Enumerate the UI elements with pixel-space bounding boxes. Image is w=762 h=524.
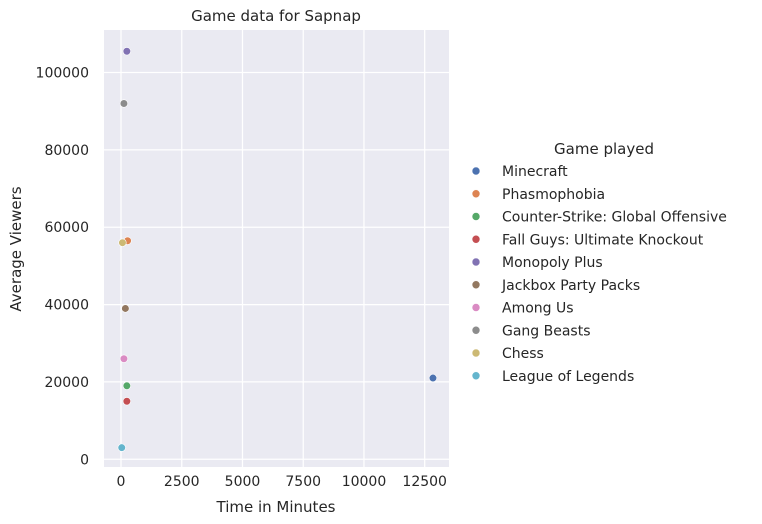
legend-marker (471, 257, 481, 267)
x-axis-title: Time in Minutes (216, 498, 336, 516)
legend-marker (471, 189, 481, 199)
legend-marker (471, 234, 481, 244)
y-tick-label: 0 (80, 452, 89, 468)
legend-label: Phasmophobia (502, 187, 605, 203)
plot-area (104, 30, 449, 467)
data-point (122, 381, 131, 390)
data-point (122, 397, 131, 406)
legend-label: League of Legends (502, 369, 634, 385)
legend-marker (471, 166, 481, 176)
y-tick-label: 60000 (44, 220, 89, 236)
y-tick-label: 80000 (44, 143, 89, 159)
data-points (117, 47, 438, 452)
x-tick-label: 10000 (342, 474, 387, 490)
legend-marker (471, 212, 481, 221)
x-tick-label: 0 (117, 474, 126, 490)
data-point (117, 443, 126, 452)
legend-marker (471, 303, 481, 312)
data-point (119, 99, 129, 108)
y-axis-title: Average Viewers (7, 186, 25, 311)
y-tick-labels: 0 20000 40000 60000 80000 100000 (36, 66, 89, 469)
x-tick-labels: 0 2500 5000 7500 10000 12500 (117, 474, 447, 490)
chart-title: Game data for Sapnap (191, 7, 361, 25)
legend-label: Fall Guys: Ultimate Knockout (502, 232, 704, 248)
legend-marker (471, 371, 481, 381)
y-tick-label: 40000 (44, 298, 89, 314)
data-point (428, 373, 438, 383)
legend-title: Game played (554, 140, 654, 158)
legend-marker (471, 280, 481, 290)
x-tick-label: 12500 (402, 474, 447, 490)
legend-label: Minecraft (502, 164, 568, 180)
legend-label: Monopoly Plus (502, 255, 603, 271)
data-point (121, 304, 130, 313)
legend-marker (471, 325, 481, 335)
legend: Game played Minecraft Phasmophobia Counter… (471, 140, 727, 385)
y-tick-label: 20000 (44, 375, 89, 391)
legend-marker (471, 348, 481, 358)
data-point (122, 47, 131, 56)
x-tick-label: 7500 (285, 474, 321, 490)
y-tick-label: 100000 (36, 66, 89, 82)
legend-label: Counter-Strike: Global Offensive (502, 210, 727, 226)
x-tick-label: 5000 (225, 474, 261, 490)
data-point (119, 354, 129, 363)
legend-label: Chess (502, 346, 544, 362)
legend-label: Among Us (502, 301, 574, 317)
legend-label: Gang Beasts (502, 323, 591, 339)
legend-label: Jackbox Party Packs (501, 278, 640, 294)
data-point (118, 238, 127, 247)
x-tick-label: 2500 (164, 474, 200, 490)
grid-lines (104, 30, 449, 467)
